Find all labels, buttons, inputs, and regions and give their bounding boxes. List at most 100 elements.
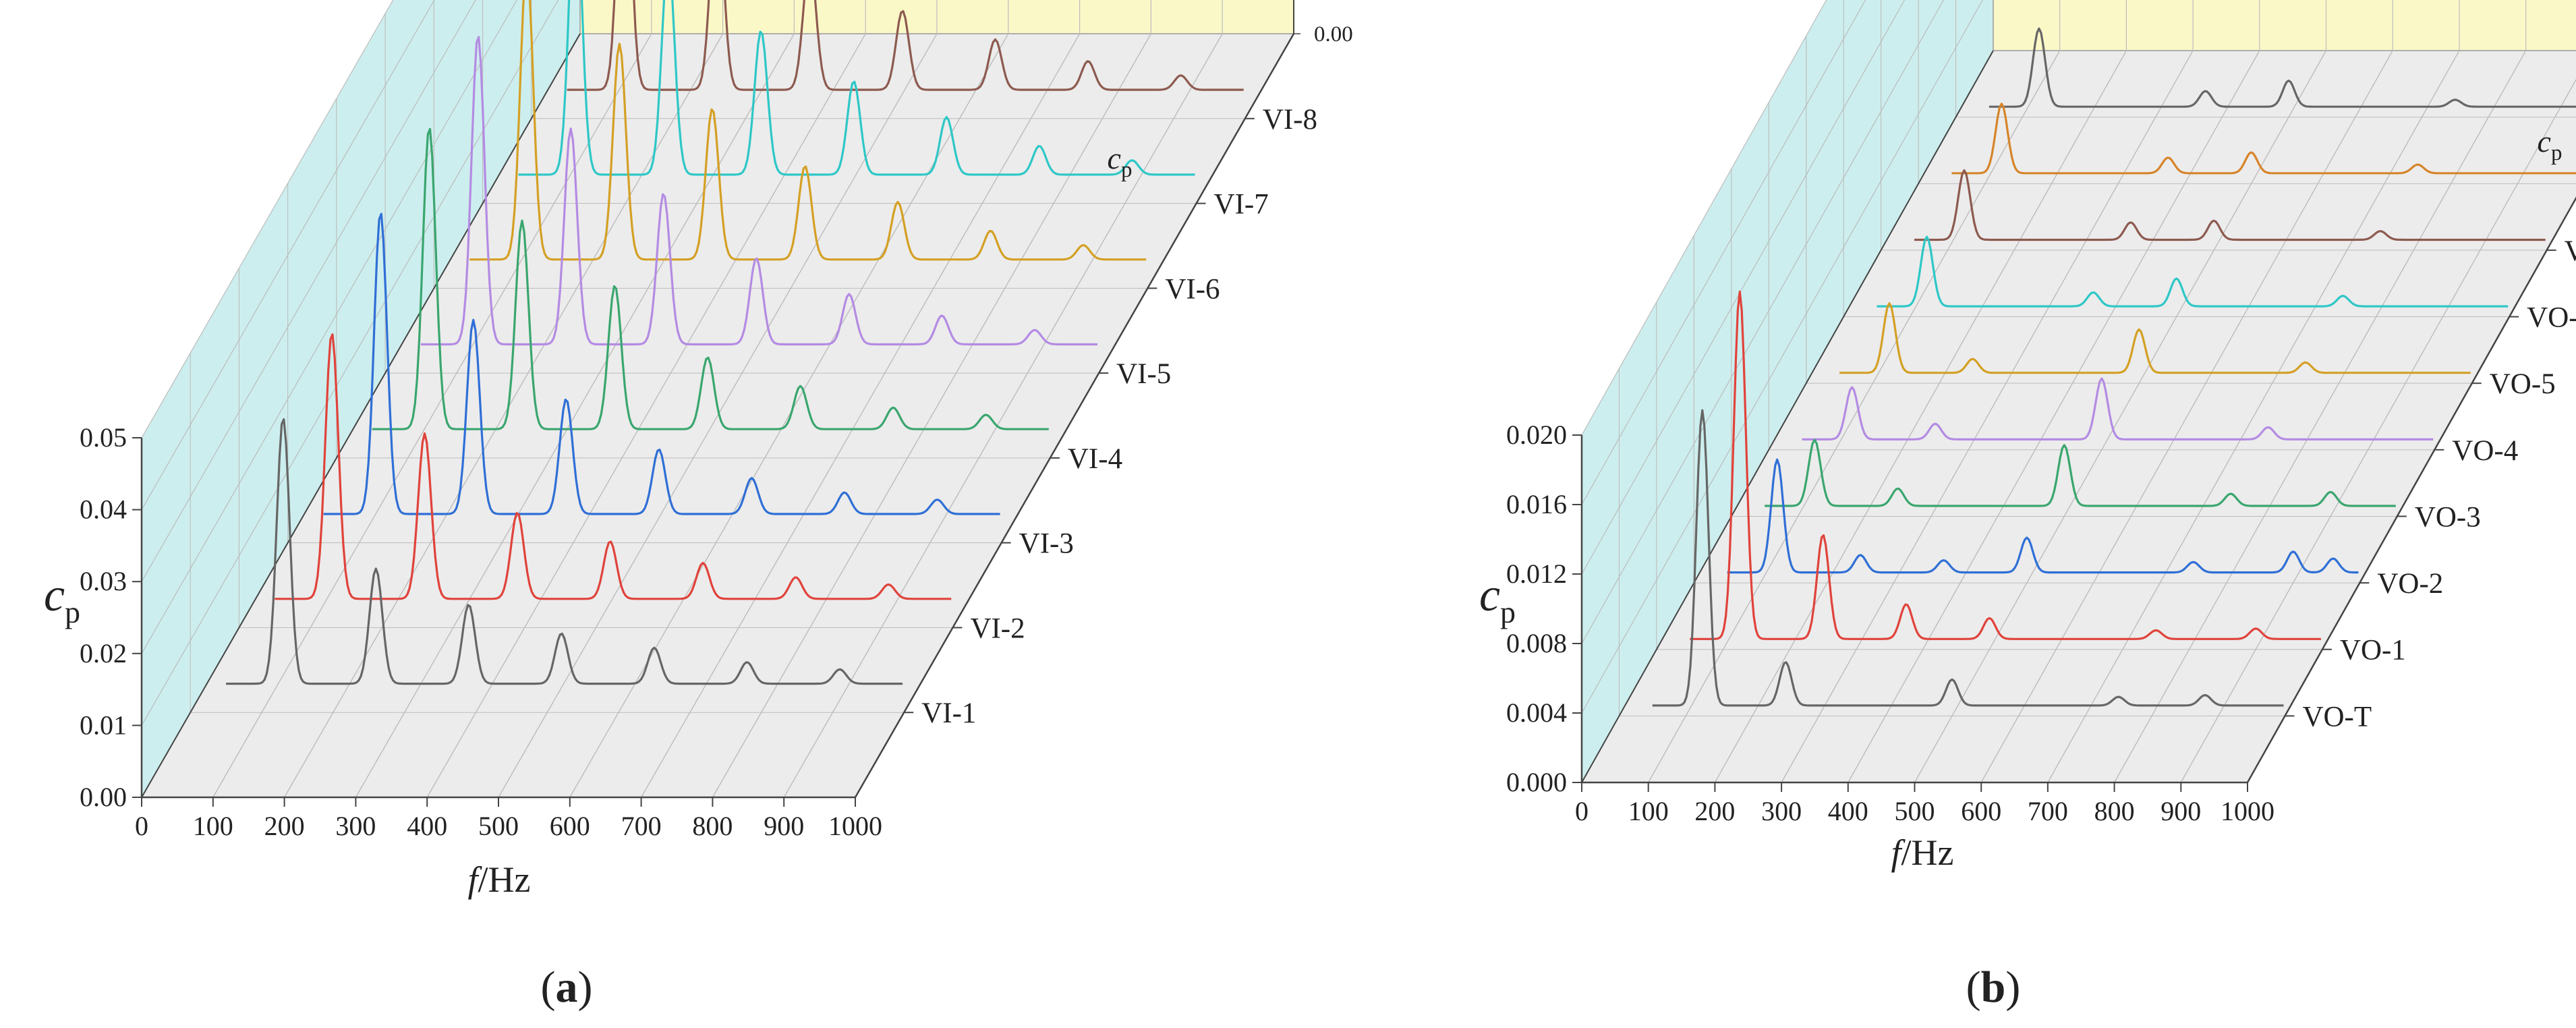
y-tick-label: 0.00	[80, 782, 127, 812]
x-tick-label: 900	[2160, 796, 2201, 826]
left-wall-grid-line	[141, 0, 476, 582]
x-axis-title: f/Hz	[468, 859, 531, 900]
series-label: VO-5	[2490, 368, 2556, 400]
x-tick-label: 600	[1961, 796, 2001, 826]
series-line-vo-5	[1839, 302, 2471, 374]
left-wall-grid-line	[141, 0, 559, 726]
x-tick-label: 0	[1575, 796, 1588, 826]
caption-open: (	[541, 963, 556, 1012]
y-tick-label: 0.004	[1506, 697, 1567, 728]
series-line-vo-2	[1727, 458, 2359, 574]
y-tick-label: 0.03	[80, 566, 127, 596]
panel-caption: (b)	[1966, 963, 2021, 1012]
series-label: VO-T	[2302, 701, 2372, 733]
left-wall-grid-line	[141, 0, 394, 438]
series-line-vi-8	[567, 0, 1244, 91]
y-tick-label: 0.020	[1506, 420, 1567, 450]
x-tick-label: 400	[407, 811, 447, 841]
x-tick-label: 800	[2094, 796, 2135, 826]
series-label: VI-6	[1165, 273, 1220, 305]
series-label: VI-7	[1214, 189, 1269, 221]
series-label: VO-7	[2565, 235, 2576, 267]
y-tick-label: 0.012	[1506, 559, 1567, 589]
y-tick-label: 0.016	[1506, 489, 1567, 519]
series-line-vo-1	[1690, 290, 2321, 640]
left-wall-grid-line	[141, 0, 435, 510]
x-tick-label: 900	[764, 811, 804, 841]
series-label: VI-2	[970, 612, 1025, 644]
y-axis-title-symbol: c	[44, 569, 65, 621]
left-floor-edge	[141, 33, 581, 798]
x-tick-label: 500	[1895, 796, 1935, 826]
back-axis-title: cp	[2538, 124, 2563, 165]
left-wall-grid-line	[1581, 0, 1827, 436]
floor-grid-line	[1914, 50, 2327, 783]
x-tick-label: 0	[135, 811, 148, 841]
y-tick-label: 0.02	[80, 638, 127, 668]
back-wall-plane	[1993, 0, 2576, 51]
x-axis-title: f/Hz	[1891, 832, 1954, 873]
floor-grid-line	[1648, 50, 2061, 783]
depth-axis-line	[854, 33, 1295, 798]
series-label: VI-3	[1019, 528, 1074, 560]
left-wall-plane	[1582, 0, 1993, 782]
floor-grid-line	[712, 33, 1152, 798]
x-tick-label: 200	[264, 811, 305, 841]
left-wall-grid-line	[141, 0, 517, 654]
left-wall-grid-line	[1581, 0, 1983, 714]
back-axis-title-subscript: p	[1121, 158, 1133, 182]
x-tick-label: 800	[692, 811, 733, 841]
series-line-vi-6	[469, 0, 1147, 261]
back-axis-title: cp	[1108, 141, 1133, 182]
floor-grid-line	[783, 33, 1223, 798]
series-line-vi-5	[421, 36, 1097, 346]
floor-grid-line	[640, 33, 1081, 798]
series-line-vo-8	[1951, 103, 2576, 175]
series-label: VO-1	[2340, 635, 2406, 666]
back-axis-title-symbol: c	[1108, 141, 1121, 175]
series-line-vi-1	[226, 418, 903, 685]
caption-close: )	[2005, 963, 2020, 1012]
x-tick-label: 700	[2028, 796, 2068, 826]
caption-close: )	[578, 963, 593, 1012]
waterfall-chart-a: 0 100 200 300 400 500 600 700 800 900 1000 0.00 0.01…	[44, 0, 1353, 1012]
y-axis-title: cp	[1479, 569, 1516, 629]
x-axis-title-unit: /Hz	[478, 859, 531, 900]
x-tick-label: 300	[335, 811, 376, 841]
series-line-vi-3	[323, 212, 1000, 515]
series-label: VI-5	[1116, 358, 1171, 390]
y-tick-label: 0.008	[1506, 628, 1567, 658]
depth-axis-line	[2246, 196, 2576, 783]
x-tick-label: 1000	[2221, 796, 2274, 826]
x-tick-label: 400	[1828, 796, 1868, 826]
panel-caption: (a)	[541, 963, 593, 1012]
caption-letter: a	[556, 963, 578, 1012]
series-label: VO-3	[2415, 501, 2481, 533]
caption-open: (	[1966, 963, 1981, 1012]
y-axis-title-symbol: c	[1479, 569, 1500, 621]
back-axis-title-subscript: p	[2551, 141, 2563, 165]
series-line-vo-7	[1914, 169, 2546, 241]
floor-grid-line	[283, 33, 724, 798]
floor-grid-line	[426, 33, 866, 798]
left-wall-grid-line	[1581, 0, 1906, 575]
x-tick-label: 700	[621, 811, 662, 841]
x-tick-label: 300	[1761, 796, 1802, 826]
series-label: VI-8	[1263, 104, 1317, 136]
floor-grid-line	[355, 33, 795, 798]
x-tick-label: 200	[1694, 796, 1735, 826]
y-axis-title-subscript: p	[1500, 595, 1516, 629]
y-axis-title-subscript: p	[65, 595, 80, 629]
back-tick-label: 0.00	[1314, 22, 1353, 47]
series-label: VI-1	[921, 697, 976, 729]
left-floor-edge	[1581, 50, 1994, 783]
series-line-vo-4	[1802, 377, 2434, 441]
waterfall-chart-b: 0 100 200 300 400 500 600 700 800 900 1000 0.000 0.0…	[1479, 0, 2576, 1012]
series-line-vi-7	[518, 0, 1195, 176]
x-tick-label: 1000	[828, 811, 882, 841]
x-tick-label: 100	[1628, 796, 1669, 826]
x-tick-label: 600	[550, 811, 590, 841]
series-label: VO-2	[2377, 568, 2443, 600]
y-tick-label: 0.04	[80, 494, 127, 525]
